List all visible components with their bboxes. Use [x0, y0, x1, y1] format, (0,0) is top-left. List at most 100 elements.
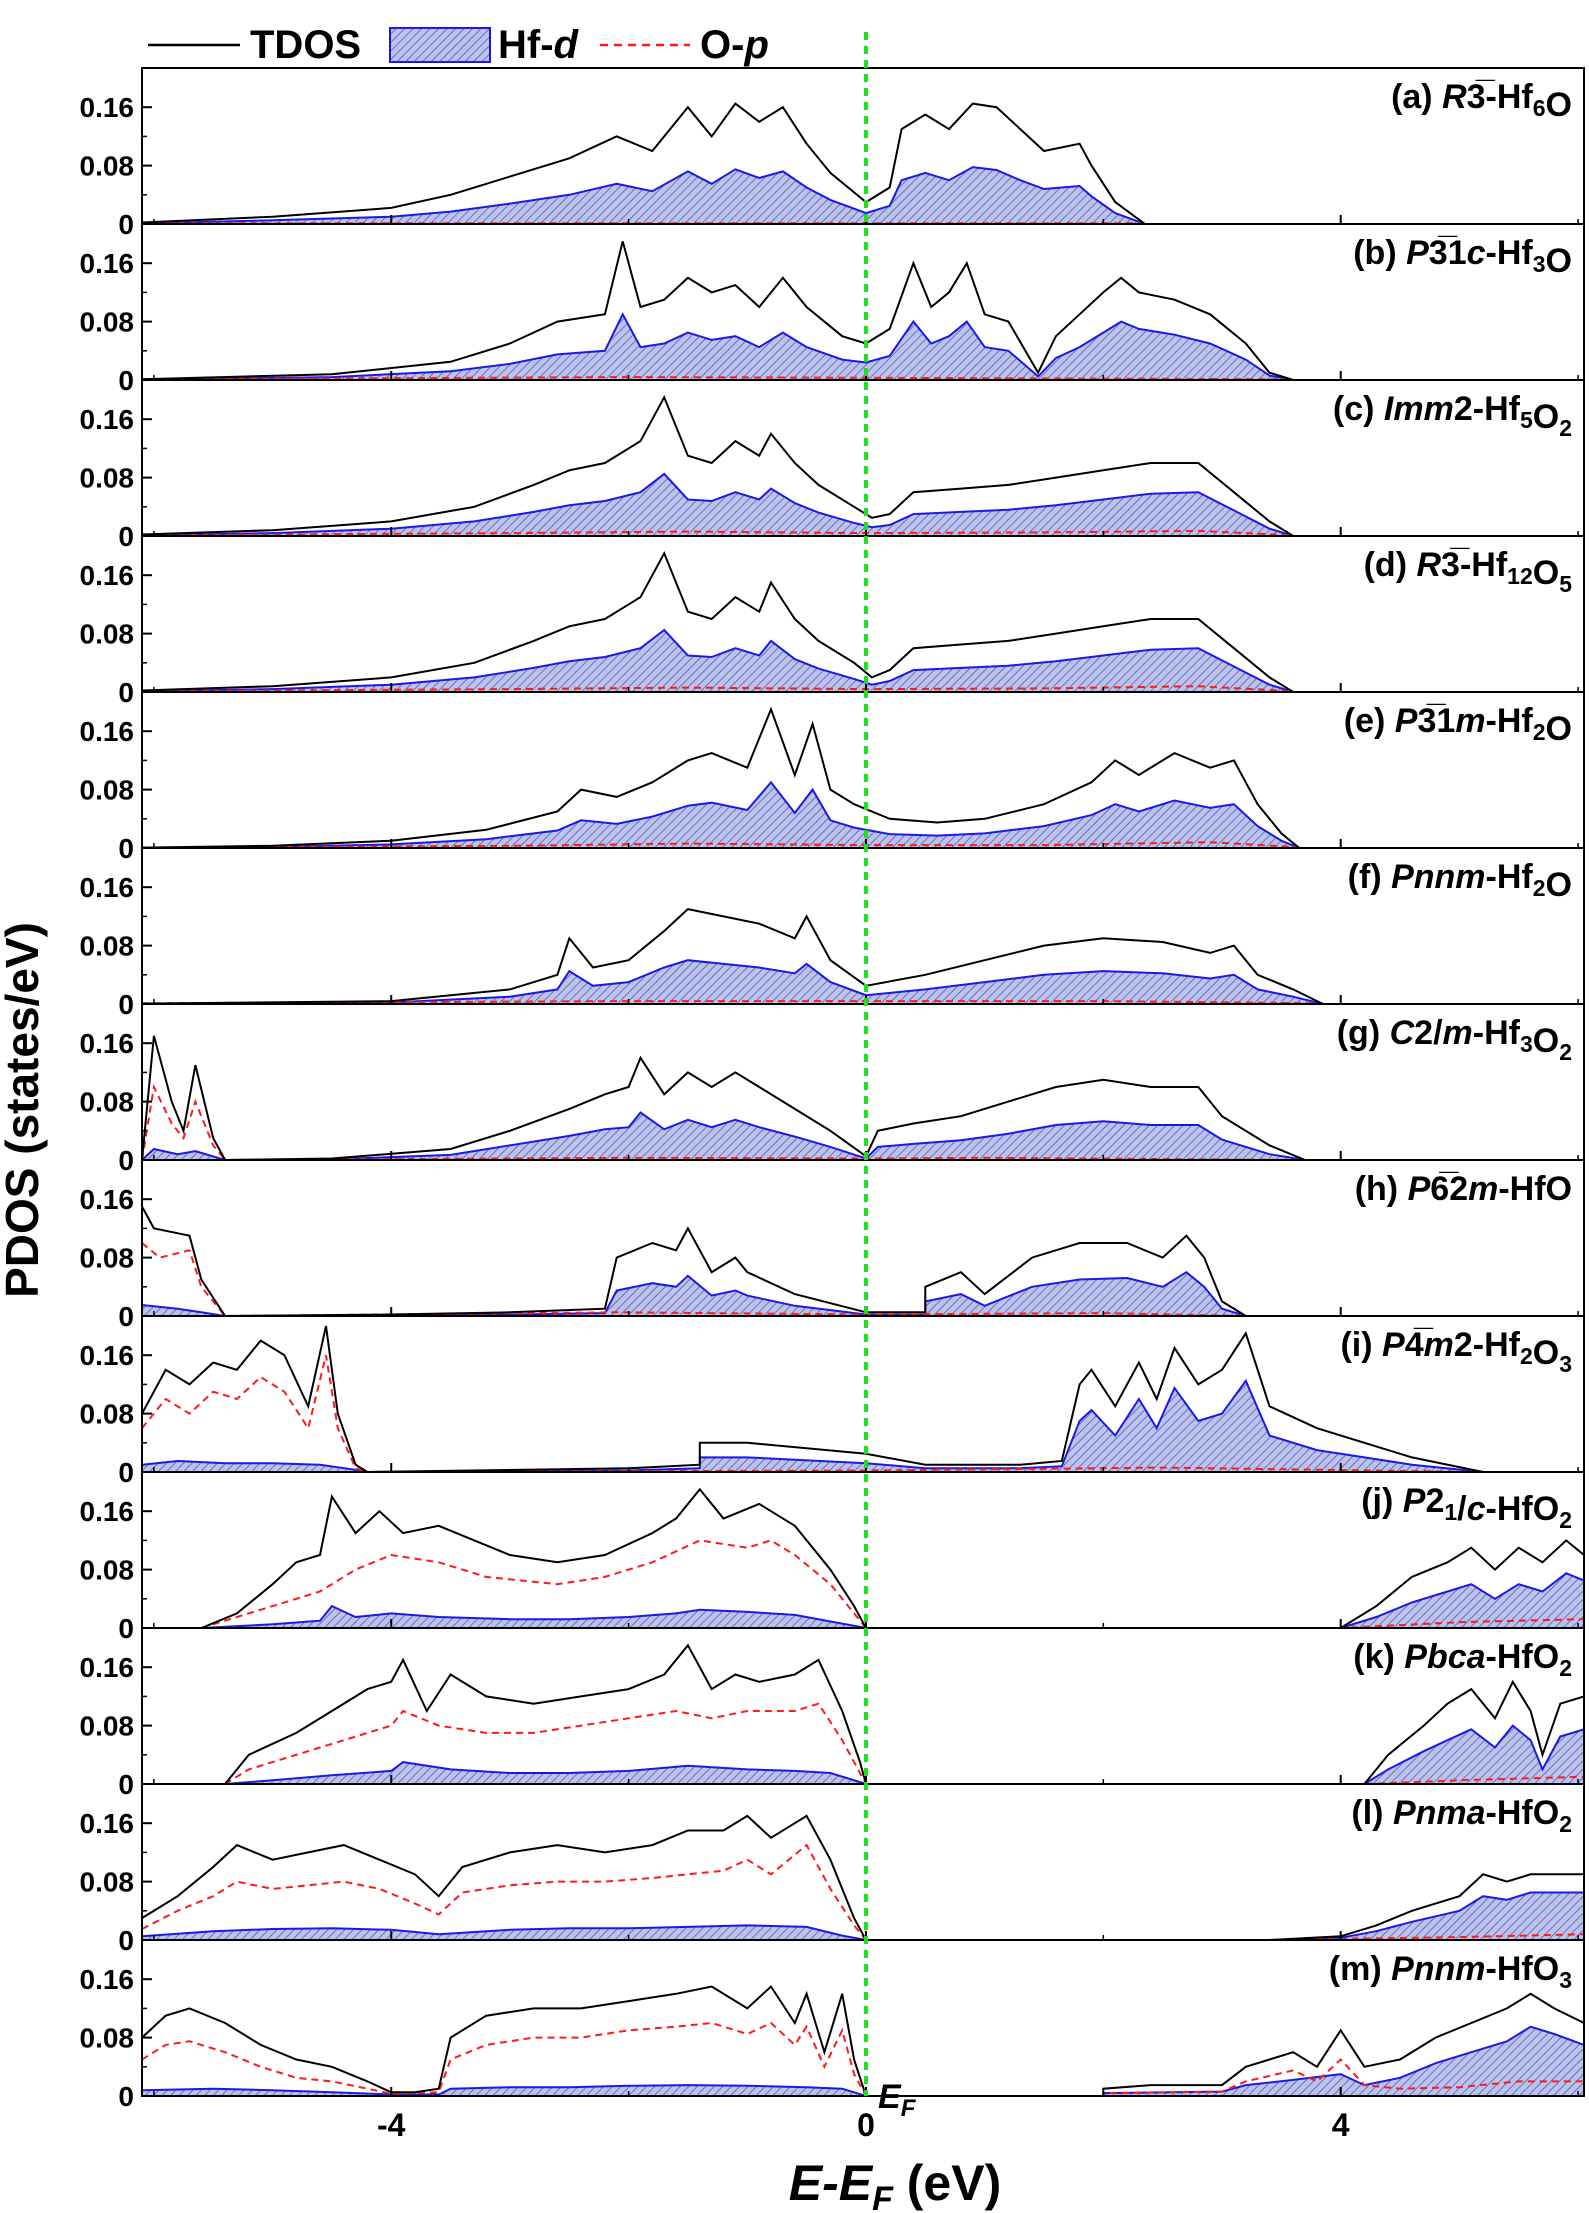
tdos-line — [224, 1643, 1584, 1784]
panel-j: 0 0.08 0.16 (j) P21/c-HfO2 — [80, 1471, 1585, 1644]
y-tick-label: 0.08 — [80, 1867, 135, 1898]
tdos-line — [142, 394, 1294, 536]
hfd-area — [142, 1892, 1584, 1940]
x-tick-label: 4 — [1332, 2107, 1350, 2143]
hfd-area — [201, 1573, 1584, 1628]
y-tick-label: 0 — [118, 833, 134, 864]
hfd-area — [225, 1725, 1584, 1784]
y-tick-label: 0.16 — [80, 1964, 135, 1995]
panel-h: 0 0.08 0.16 (h) P6̅2m-HfO — [80, 1159, 1585, 1332]
y-tick-label: 0 — [118, 365, 134, 396]
y-tick-label: 0 — [118, 521, 134, 552]
hfd-area — [142, 167, 1145, 224]
op-line — [224, 1702, 1584, 1784]
panel-k: 0 0.08 0.16 (k) Pbca-HfO2 — [80, 1627, 1585, 1800]
hfd-area — [142, 782, 1300, 848]
tdos-line — [142, 241, 1294, 380]
op-line — [142, 1843, 1584, 1940]
hfd-area — [142, 1272, 1246, 1316]
panel-label: (k) Pbca-HfO2 — [1353, 1638, 1572, 1681]
panels: 0 0.08 0.16 (a) R3̅-Hf6O 0 0.08 0.16 (b) P3̅1c-… — [80, 32, 1585, 2112]
hfd-area — [142, 630, 1294, 692]
hfd-area — [142, 1380, 1484, 1472]
y-tick-label: 0.08 — [80, 775, 135, 806]
y-tick-label: 0.16 — [80, 1496, 135, 1527]
hfd-area — [142, 1112, 1306, 1160]
panel-label: (m) Pnnm-HfO3 — [1329, 1950, 1572, 1993]
tdos-line — [200, 1487, 1584, 1628]
panel-label: (b) P3̅1c-Hf3O — [1353, 234, 1572, 280]
y-tick-label: 0.08 — [80, 463, 135, 494]
op-line — [142, 2021, 1584, 2096]
panel-label: (e) P3̅1m-Hf2O — [1344, 702, 1572, 748]
y-tick-label: 0 — [118, 989, 134, 1020]
panel-frame — [141, 1939, 1585, 2097]
x-tick-label: -4 — [377, 2107, 406, 2143]
hfd-line — [142, 2025, 1584, 2096]
legend-op-label: O-p — [700, 23, 769, 67]
y-tick-label: 0.08 — [80, 2023, 135, 2054]
hfd-area — [142, 473, 1294, 536]
hfd-line — [142, 166, 1146, 224]
y-tick-label: 0 — [118, 677, 134, 708]
y-tick-label: 0.16 — [80, 248, 135, 279]
tdos-line — [142, 1325, 1484, 1472]
y-tick-label: 0 — [118, 1769, 134, 1800]
panel-label: (l) Pnma-HfO2 — [1351, 1794, 1572, 1837]
hfd-line — [142, 780, 1300, 848]
y-tick-label: 0.08 — [80, 151, 135, 182]
y-tick-label: 0.16 — [80, 872, 135, 903]
panel-m: 0 0.08 0.16 (m) Pnnm-HfO3 — [80, 1939, 1585, 2112]
panel-i: 0 0.08 0.16 (i) P4̅m2-Hf2O3 — [80, 1315, 1585, 1488]
hfd-line — [142, 1378, 1484, 1472]
y-tick-label: 0 — [118, 2081, 134, 2112]
panel-label: (a) R3̅-Hf6O — [1391, 78, 1572, 124]
panel-l: 0 0.08 0.16 (l) Pnma-HfO2 — [80, 1783, 1585, 1956]
y-tick-label: 0.16 — [80, 1340, 135, 1371]
panel-f: 0 0.08 0.16 (f) Pnnm-Hf2O — [80, 847, 1585, 1020]
panel-a: 0 0.08 0.16 (a) R3̅-Hf6O — [80, 67, 1585, 240]
hfd-area — [142, 960, 1323, 1004]
y-tick-label: 0.16 — [80, 1028, 135, 1059]
y-tick-label: 0.08 — [80, 931, 135, 962]
y-tick-label: 0.16 — [80, 1184, 135, 1215]
y-tick-label: 0.16 — [80, 92, 135, 123]
panel-label: (h) P6̅2m-HfO — [1355, 1170, 1572, 1208]
y-tick-label: 0 — [118, 1613, 134, 1644]
y-tick-label: 0 — [118, 1301, 134, 1332]
panel-c: 0 0.08 0.16 (c) Imm2-Hf5O2 — [80, 379, 1585, 552]
y-tick-label: 0 — [118, 1145, 134, 1176]
hfd-line — [142, 312, 1294, 380]
panel-b: 0 0.08 0.16 (b) P3̅1c-Hf3O — [80, 223, 1585, 396]
op-line — [142, 376, 1294, 380]
y-tick-label: 0.08 — [80, 1711, 135, 1742]
legend-hfd-label: Hf-d — [498, 23, 580, 67]
hfd-area — [142, 2026, 1584, 2096]
y-tick-label: 0 — [118, 1457, 134, 1488]
panel-d: 0 0.08 0.16 (d) R3̅-Hf12O5 — [80, 535, 1585, 708]
tdos-line — [142, 550, 1294, 692]
y-tick-label: 0.16 — [80, 1808, 135, 1839]
panel-g: 0 0.08 0.16 (g) C2/m-Hf3O2 — [80, 1003, 1585, 1176]
hfd-line — [142, 628, 1294, 692]
y-tick-label: 0.08 — [80, 619, 135, 650]
tdos-line — [142, 1984, 1584, 2096]
legend: TDOS Hf-d O-p — [148, 23, 769, 67]
hfd-area — [142, 314, 1294, 380]
hfd-line — [142, 472, 1294, 536]
hfd-line — [142, 1891, 1584, 1940]
y-tick-label: 0.08 — [80, 1399, 135, 1430]
panel-label: (f) Pnnm-Hf2O — [1348, 858, 1572, 904]
y-tick-label: 0.08 — [80, 1243, 135, 1274]
tdos-line — [142, 908, 1324, 1004]
y-tick-label: 0.16 — [80, 1652, 135, 1683]
y-tick-label: 0 — [118, 1925, 134, 1956]
y-tick-label: 0.16 — [80, 404, 135, 435]
x-tick-label: 0 — [857, 2107, 875, 2143]
panel-label: (j) P21/c-HfO2 — [1361, 1482, 1572, 1533]
tdos-line — [142, 1814, 1584, 1940]
legend-hfd-swatch — [389, 27, 491, 63]
tdos-line — [142, 706, 1300, 848]
legend-tdos-label: TDOS — [250, 23, 361, 67]
